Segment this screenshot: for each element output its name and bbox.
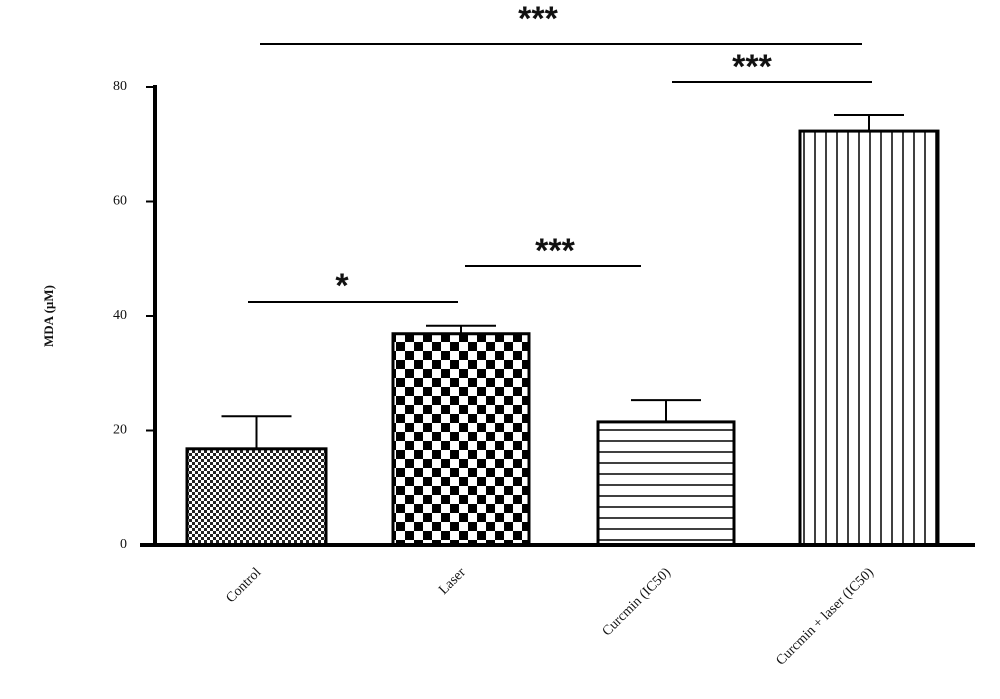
- y-tick-label: 80: [113, 79, 127, 94]
- bar: [798, 129, 940, 547]
- error-bar: [426, 324, 496, 334]
- y-tick-label: 0: [120, 537, 127, 552]
- y-tick-label: 20: [113, 423, 127, 438]
- error-bar: [631, 399, 701, 422]
- bar: [391, 332, 531, 547]
- x-tick-label: Curcmin (IC50): [600, 565, 674, 639]
- y-axis-label: MDA (µM): [41, 285, 56, 347]
- error-bar: [834, 114, 904, 132]
- bar: [596, 420, 736, 547]
- x-tick-label: Laser: [436, 565, 469, 598]
- significance-label: ***: [518, 0, 558, 38]
- error-bar: [221, 415, 292, 449]
- x-tick-label: Curcmin + laser (IC50): [773, 565, 877, 669]
- x-tick-label: Control: [223, 565, 264, 606]
- significance-label: ***: [732, 48, 772, 86]
- y-tick-label: 60: [113, 194, 127, 209]
- bar: [185, 447, 328, 547]
- significance-label: ***: [535, 232, 575, 270]
- y-tick-label: 40: [113, 308, 127, 323]
- significance-label: *: [335, 267, 349, 305]
